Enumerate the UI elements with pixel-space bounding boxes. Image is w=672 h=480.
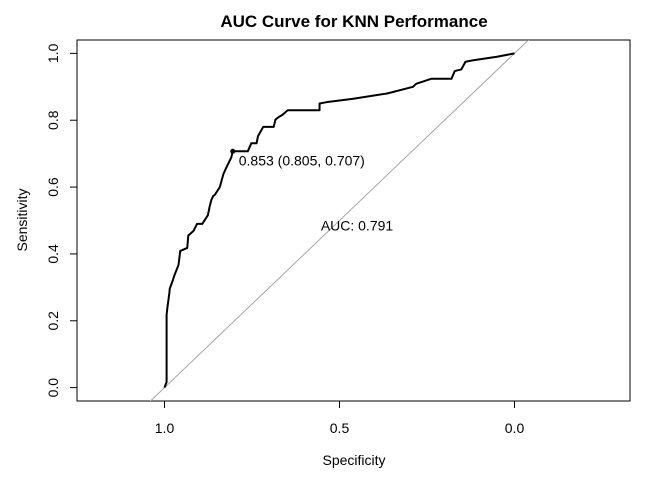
annotation-layer: 0.853 (0.805, 0.707) AUC: 0.791 [239, 152, 394, 233]
y-tick-label: 0.0 [45, 378, 61, 398]
y-tick-label: 1.0 [45, 43, 61, 63]
y-tick-label: 0.8 [45, 110, 61, 130]
y-tick-label: 0.6 [45, 177, 61, 197]
reference-diagonal [149, 40, 530, 401]
y-tick-label: 0.4 [45, 244, 61, 264]
reference-layer [149, 40, 530, 401]
threshold-point [230, 148, 236, 154]
curve-layer [163, 52, 515, 388]
roc-curve-line [163, 52, 515, 388]
y-axis-title: Sensitivity [14, 188, 30, 251]
y-tick-label: 0.2 [45, 311, 61, 331]
auc-label: AUC: 0.791 [321, 218, 394, 234]
threshold-label: 0.853 (0.805, 0.707) [239, 152, 365, 168]
y-axis: 0.0 0.2 0.4 0.6 0.8 1.0 [45, 43, 78, 398]
x-axis-title: Specificity [322, 452, 385, 468]
chart-title: AUC Curve for KNN Performance [220, 12, 487, 31]
x-tick-label: 0.5 [330, 420, 350, 436]
x-tick-label: 0.0 [505, 420, 525, 436]
x-axis: 1.0 0.5 0.0 [155, 400, 525, 436]
x-tick-label: 1.0 [155, 420, 175, 436]
